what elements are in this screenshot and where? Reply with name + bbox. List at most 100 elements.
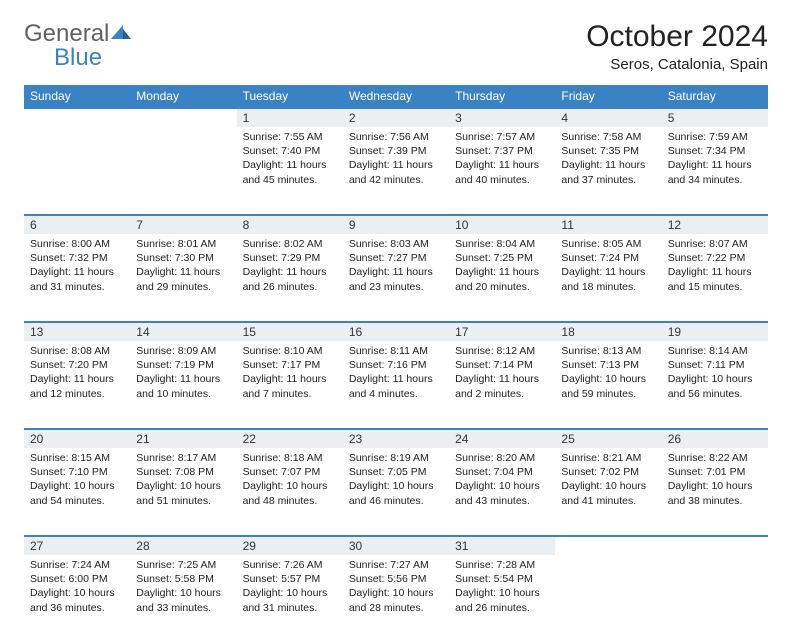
week-daynum-row: 2728293031 — [24, 536, 768, 555]
day-number-cell: 21 — [130, 429, 236, 448]
day-number-cell: 10 — [449, 215, 555, 234]
sunrise-text: Sunrise: 8:14 AM — [668, 344, 762, 358]
sunset-text: Sunset: 7:25 PM — [455, 251, 549, 265]
day-content-cell: Sunrise: 7:55 AMSunset: 7:40 PMDaylight:… — [237, 127, 343, 215]
daylight-text: Daylight: 10 hours and 26 minutes. — [455, 586, 549, 614]
daylight-text: Daylight: 11 hours and 20 minutes. — [455, 265, 549, 293]
day-content: Sunrise: 7:56 AMSunset: 7:39 PMDaylight:… — [343, 127, 449, 193]
sunset-text: Sunset: 7:22 PM — [668, 251, 762, 265]
daylight-text: Daylight: 10 hours and 38 minutes. — [668, 479, 762, 507]
day-content: Sunrise: 8:03 AMSunset: 7:27 PMDaylight:… — [343, 234, 449, 300]
column-header: Sunday — [24, 85, 130, 108]
daylight-text: Daylight: 10 hours and 59 minutes. — [561, 372, 655, 400]
daylight-text: Daylight: 10 hours and 51 minutes. — [136, 479, 230, 507]
day-content-cell: Sunrise: 7:24 AMSunset: 6:00 PMDaylight:… — [24, 555, 130, 643]
title-block: October 2024 Seros, Catalonia, Spain — [586, 20, 768, 73]
day-number-cell: 8 — [237, 215, 343, 234]
day-number-cell: 24 — [449, 429, 555, 448]
sunrise-text: Sunrise: 8:11 AM — [349, 344, 443, 358]
day-number — [555, 537, 661, 555]
day-content-cell — [662, 555, 768, 643]
day-number: 19 — [662, 323, 768, 341]
day-content-cell: Sunrise: 8:01 AMSunset: 7:30 PMDaylight:… — [130, 234, 236, 322]
day-content — [555, 555, 661, 564]
day-number-cell: 17 — [449, 322, 555, 341]
day-number-cell: 4 — [555, 108, 661, 127]
day-number-cell: 12 — [662, 215, 768, 234]
sunset-text: Sunset: 7:20 PM — [30, 358, 124, 372]
day-number-cell: 16 — [343, 322, 449, 341]
day-number-cell: 22 — [237, 429, 343, 448]
day-number-cell: 15 — [237, 322, 343, 341]
day-number: 13 — [24, 323, 130, 341]
day-number: 5 — [662, 109, 768, 127]
sunset-text: Sunset: 7:08 PM — [136, 465, 230, 479]
sunset-text: Sunset: 7:40 PM — [243, 144, 337, 158]
sunrise-text: Sunrise: 8:09 AM — [136, 344, 230, 358]
day-content-cell: Sunrise: 7:26 AMSunset: 5:57 PMDaylight:… — [237, 555, 343, 643]
day-number: 25 — [555, 430, 661, 448]
day-number-cell: 25 — [555, 429, 661, 448]
day-content — [24, 127, 130, 136]
day-number: 4 — [555, 109, 661, 127]
sunrise-text: Sunrise: 7:25 AM — [136, 558, 230, 572]
day-number-cell: 18 — [555, 322, 661, 341]
day-number: 26 — [662, 430, 768, 448]
day-number-cell: 14 — [130, 322, 236, 341]
daylight-text: Daylight: 11 hours and 29 minutes. — [136, 265, 230, 293]
day-content: Sunrise: 7:28 AMSunset: 5:54 PMDaylight:… — [449, 555, 555, 621]
calendar-table: SundayMondayTuesdayWednesdayThursdayFrid… — [24, 85, 768, 643]
sunrise-text: Sunrise: 8:15 AM — [30, 451, 124, 465]
sunrise-text: Sunrise: 8:12 AM — [455, 344, 549, 358]
day-number-cell: 7 — [130, 215, 236, 234]
day-content-cell: Sunrise: 7:58 AMSunset: 7:35 PMDaylight:… — [555, 127, 661, 215]
day-content-cell: Sunrise: 8:11 AMSunset: 7:16 PMDaylight:… — [343, 341, 449, 429]
day-number: 22 — [237, 430, 343, 448]
day-number-cell: 6 — [24, 215, 130, 234]
day-content: Sunrise: 7:58 AMSunset: 7:35 PMDaylight:… — [555, 127, 661, 193]
day-number-cell — [24, 108, 130, 127]
day-number: 31 — [449, 537, 555, 555]
day-number-cell — [662, 536, 768, 555]
sunrise-text: Sunrise: 8:05 AM — [561, 237, 655, 251]
day-content: Sunrise: 7:24 AMSunset: 6:00 PMDaylight:… — [24, 555, 130, 621]
day-content-cell: Sunrise: 8:02 AMSunset: 7:29 PMDaylight:… — [237, 234, 343, 322]
day-number: 11 — [555, 216, 661, 234]
day-content: Sunrise: 8:10 AMSunset: 7:17 PMDaylight:… — [237, 341, 343, 407]
daylight-text: Daylight: 11 hours and 42 minutes. — [349, 158, 443, 186]
day-content-cell: Sunrise: 8:03 AMSunset: 7:27 PMDaylight:… — [343, 234, 449, 322]
sunset-text: Sunset: 7:10 PM — [30, 465, 124, 479]
sunrise-text: Sunrise: 8:04 AM — [455, 237, 549, 251]
sunset-text: Sunset: 7:34 PM — [668, 144, 762, 158]
day-content-cell: Sunrise: 8:22 AMSunset: 7:01 PMDaylight:… — [662, 448, 768, 536]
day-content: Sunrise: 8:19 AMSunset: 7:05 PMDaylight:… — [343, 448, 449, 514]
sunset-text: Sunset: 7:07 PM — [243, 465, 337, 479]
sunrise-text: Sunrise: 8:01 AM — [136, 237, 230, 251]
day-content: Sunrise: 8:15 AMSunset: 7:10 PMDaylight:… — [24, 448, 130, 514]
day-number: 8 — [237, 216, 343, 234]
day-number: 10 — [449, 216, 555, 234]
sunrise-text: Sunrise: 8:13 AM — [561, 344, 655, 358]
column-header: Saturday — [662, 85, 768, 108]
sunrise-text: Sunrise: 8:07 AM — [668, 237, 762, 251]
day-content-cell: Sunrise: 8:21 AMSunset: 7:02 PMDaylight:… — [555, 448, 661, 536]
daylight-text: Daylight: 11 hours and 34 minutes. — [668, 158, 762, 186]
column-header: Monday — [130, 85, 236, 108]
sunset-text: Sunset: 7:16 PM — [349, 358, 443, 372]
day-content-cell — [555, 555, 661, 643]
day-content-cell: Sunrise: 8:19 AMSunset: 7:05 PMDaylight:… — [343, 448, 449, 536]
sunrise-text: Sunrise: 7:28 AM — [455, 558, 549, 572]
daylight-text: Daylight: 11 hours and 23 minutes. — [349, 265, 443, 293]
day-content-cell: Sunrise: 7:57 AMSunset: 7:37 PMDaylight:… — [449, 127, 555, 215]
page-header: General October 2024 Seros, Catalonia, S… — [24, 20, 768, 73]
column-header: Tuesday — [237, 85, 343, 108]
day-content: Sunrise: 8:14 AMSunset: 7:11 PMDaylight:… — [662, 341, 768, 407]
week-daynum-row: 13141516171819 — [24, 322, 768, 341]
day-content-cell: Sunrise: 8:13 AMSunset: 7:13 PMDaylight:… — [555, 341, 661, 429]
day-number: 20 — [24, 430, 130, 448]
column-header: Wednesday — [343, 85, 449, 108]
day-number: 2 — [343, 109, 449, 127]
day-content: Sunrise: 8:17 AMSunset: 7:08 PMDaylight:… — [130, 448, 236, 514]
sunset-text: Sunset: 5:57 PM — [243, 572, 337, 586]
daylight-text: Daylight: 10 hours and 33 minutes. — [136, 586, 230, 614]
